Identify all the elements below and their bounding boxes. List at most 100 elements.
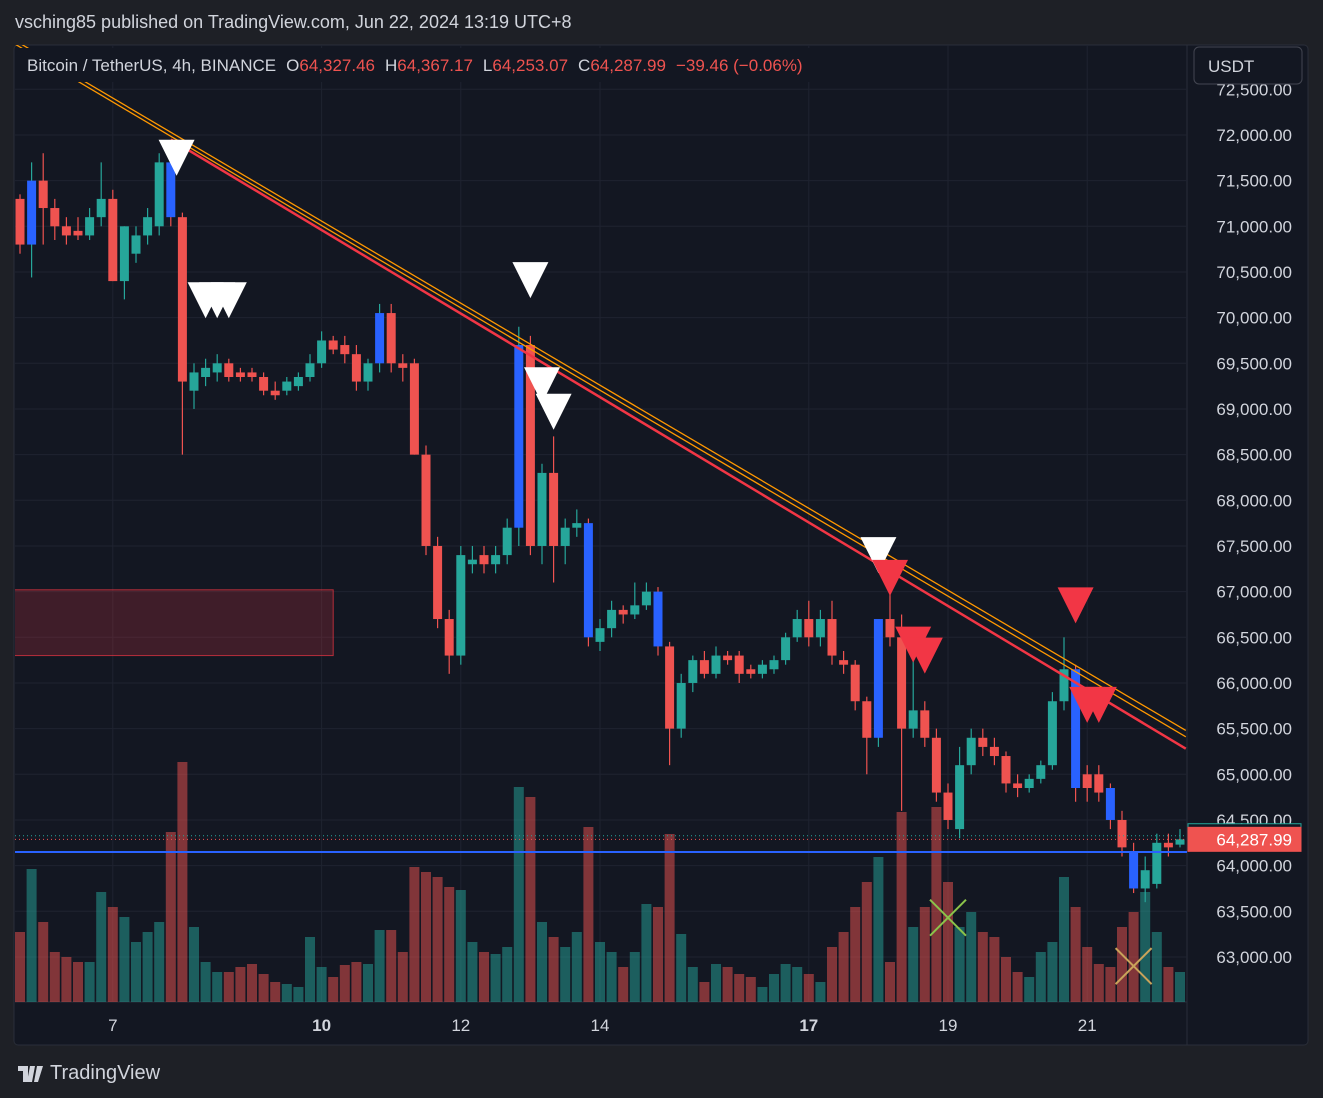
volume-bar xyxy=(154,922,165,1002)
y-tick-label: 65,000.00 xyxy=(1216,765,1292,784)
volume-bar xyxy=(455,890,466,1002)
y-tick-label: 70,000.00 xyxy=(1216,309,1292,328)
candle-body xyxy=(50,208,60,227)
volume-bar xyxy=(664,834,675,1002)
candle-body xyxy=(607,609,617,629)
candle-body xyxy=(1105,788,1115,820)
candle-body xyxy=(699,660,709,674)
volume-bar xyxy=(409,867,420,1002)
signal-triangle xyxy=(1057,587,1094,624)
volume-bar xyxy=(896,812,907,1002)
volume-bar xyxy=(537,922,547,1002)
candle-body xyxy=(1001,756,1011,784)
currency-button[interactable] xyxy=(1193,46,1303,85)
x-tick-label: 10 xyxy=(312,1016,331,1035)
logo xyxy=(18,1065,43,1082)
volume-bar xyxy=(397,952,408,1002)
volume-bar xyxy=(49,952,60,1002)
candle-body xyxy=(572,523,582,528)
volume-bar xyxy=(734,974,745,1002)
volume-bar xyxy=(490,954,501,1002)
candle-body xyxy=(212,363,222,373)
candle-body xyxy=(143,217,153,236)
volume-bar xyxy=(1105,967,1116,1002)
legend-item: 64,367.17 xyxy=(397,56,473,75)
volume-bar xyxy=(1001,957,1011,1002)
y-tick-label: 67,500.00 xyxy=(1216,537,1292,556)
volume-bar xyxy=(316,967,327,1002)
legend-item: C xyxy=(578,56,590,75)
volume-bar xyxy=(235,967,246,1002)
y-tick-label: 71,500.00 xyxy=(1216,172,1292,191)
volume-bar xyxy=(641,904,652,1002)
volume-bar xyxy=(38,922,49,1002)
legend-item: −39.46 (−0.06%) xyxy=(676,56,803,75)
legend-item: L xyxy=(483,56,492,75)
volume-bar xyxy=(583,827,594,1002)
candle-body xyxy=(479,555,489,565)
candle-body xyxy=(201,367,211,377)
y-tick-label: 66,500.00 xyxy=(1216,628,1292,647)
candle-body xyxy=(108,198,118,282)
volume-bar xyxy=(885,962,895,1002)
candle-body xyxy=(885,619,895,638)
candle-body xyxy=(618,609,628,615)
candle-body xyxy=(282,381,292,391)
volume-bar xyxy=(548,937,559,1002)
volume-bar xyxy=(629,952,640,1002)
signal-triangle xyxy=(535,393,572,430)
candle-body xyxy=(839,660,849,665)
volume-bar xyxy=(757,987,768,1002)
candle-body xyxy=(259,376,269,391)
trendline xyxy=(15,45,1187,738)
volume-bar xyxy=(223,972,234,1002)
signal-triangle xyxy=(860,537,897,574)
volume-bar xyxy=(1047,942,1058,1002)
x-tick-label: 19 xyxy=(939,1016,958,1035)
volume-bar xyxy=(1070,907,1081,1002)
currency-label[interactable]: USDT xyxy=(1208,57,1254,76)
candle-body xyxy=(456,555,466,656)
candle-body xyxy=(224,363,234,377)
y-tick-label: 68,500.00 xyxy=(1216,446,1292,465)
signal-triangle xyxy=(524,367,560,404)
candle-body xyxy=(166,162,176,218)
candle-body xyxy=(978,737,988,747)
volume-bar xyxy=(919,907,930,1002)
candle-body xyxy=(433,545,443,620)
candle-body xyxy=(1071,669,1081,789)
volume-bar xyxy=(1012,972,1023,1002)
chart-frame xyxy=(13,44,1309,1046)
candle-body xyxy=(769,660,779,670)
candle-body xyxy=(85,217,95,236)
candle-body xyxy=(467,559,477,565)
candle-body xyxy=(920,710,930,738)
candle-body xyxy=(815,619,825,638)
candle-body xyxy=(955,765,965,830)
candle-body xyxy=(154,162,164,227)
legend-item: 64,253.07 xyxy=(492,56,568,75)
candle-body xyxy=(409,363,419,455)
volume-bar xyxy=(803,974,814,1002)
legend-item: 64,287.99 xyxy=(590,56,666,75)
volume-bar xyxy=(861,882,872,1002)
volume-bar xyxy=(26,869,37,1002)
volume-bar xyxy=(351,962,362,1002)
volume-bar xyxy=(699,982,710,1002)
volume-bar xyxy=(177,762,188,1002)
candle-body xyxy=(351,354,361,382)
candle-body xyxy=(862,701,872,738)
candle-body xyxy=(1082,774,1092,789)
volume-bar xyxy=(850,907,861,1002)
volume-bar xyxy=(1163,967,1174,1002)
signal-triangle xyxy=(512,262,549,299)
candle-body xyxy=(1036,765,1046,779)
candle-body xyxy=(746,669,756,674)
candle-body xyxy=(734,655,744,674)
candle-body xyxy=(781,637,791,661)
volume-bar xyxy=(328,977,339,1002)
volume-bar xyxy=(142,932,153,1002)
candle-body xyxy=(897,637,907,729)
volume-bar xyxy=(15,932,25,1002)
candle-body xyxy=(537,472,547,546)
